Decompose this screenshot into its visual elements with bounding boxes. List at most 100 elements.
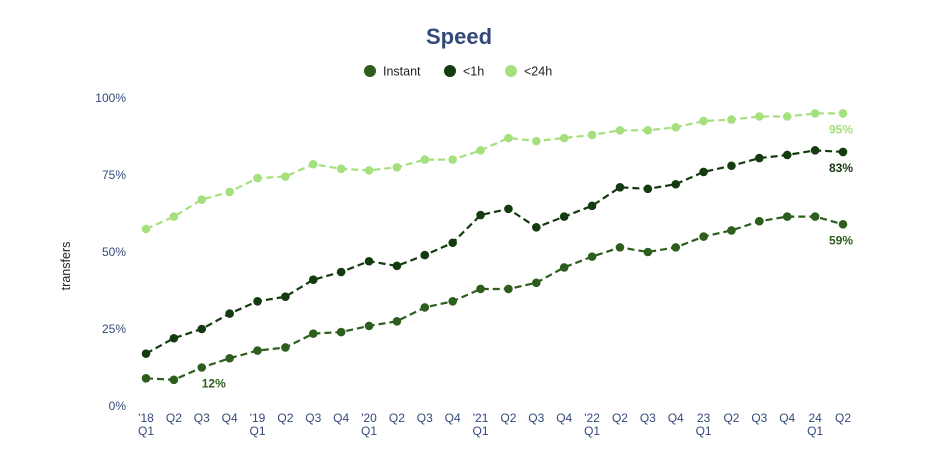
- data-point-instant[interactable]: [587, 252, 597, 261]
- data-point-instant[interactable]: [169, 375, 179, 385]
- data-point-instant[interactable]: [281, 343, 290, 352]
- data-point-lt1h[interactable]: [643, 184, 653, 194]
- data-point-lt1h[interactable]: [727, 161, 736, 171]
- data-point-lt1h[interactable]: [336, 267, 346, 277]
- data-point-instant[interactable]: [308, 329, 318, 338]
- data-point-instant[interactable]: [141, 373, 151, 383]
- data-point-lt24h[interactable]: [253, 173, 262, 183]
- data-point-instant[interactable]: [643, 247, 653, 257]
- data-point-lt1h[interactable]: [225, 309, 234, 318]
- data-point-lt24h[interactable]: [727, 115, 736, 124]
- data-point-instant[interactable]: [336, 327, 346, 337]
- data-label-instant: 59%: [829, 233, 853, 247]
- data-point-instant[interactable]: [532, 278, 541, 288]
- data-point-instant[interactable]: [838, 219, 848, 229]
- data-point-instant[interactable]: [727, 226, 736, 235]
- x-tick-line: '21: [473, 411, 489, 425]
- data-point-lt24h[interactable]: [504, 133, 513, 143]
- series-line-instant: [145, 215, 844, 381]
- data-point-lt24h[interactable]: [559, 133, 569, 143]
- data-point-lt1h[interactable]: [504, 204, 513, 214]
- data-point-lt24h[interactable]: [699, 116, 708, 126]
- x-tick-line: Q1: [138, 424, 154, 438]
- data-point-lt24h[interactable]: [476, 146, 485, 155]
- data-point-lt1h[interactable]: [838, 147, 848, 157]
- data-point-lt1h[interactable]: [448, 238, 457, 248]
- x-tick-line: Q2: [835, 411, 851, 425]
- data-point-lt1h[interactable]: [392, 261, 402, 271]
- data-point-lt24h[interactable]: [448, 155, 457, 164]
- data-point-lt24h[interactable]: [225, 187, 234, 197]
- data-point-lt1h[interactable]: [141, 349, 151, 358]
- x-tick-label: Q2: [500, 411, 516, 425]
- x-tick-line: Q4: [333, 411, 349, 425]
- data-point-lt24h[interactable]: [141, 224, 151, 234]
- data-point-lt1h[interactable]: [587, 201, 597, 211]
- data-point-lt24h[interactable]: [308, 159, 318, 169]
- x-tick-line: Q2: [500, 411, 516, 425]
- data-point-instant[interactable]: [364, 321, 374, 331]
- legend-item-lt24h[interactable]: <24h: [505, 65, 552, 79]
- data-point-instant[interactable]: [755, 216, 764, 226]
- data-point-lt1h[interactable]: [810, 146, 820, 155]
- data-point-lt1h[interactable]: [476, 210, 485, 220]
- data-point-instant[interactable]: [671, 243, 681, 252]
- data-point-instant[interactable]: [559, 263, 569, 272]
- data-point-lt1h[interactable]: [755, 153, 764, 163]
- data-point-instant[interactable]: [476, 284, 485, 294]
- x-tick-label: 24 Q1: [807, 411, 823, 438]
- data-point-lt1h[interactable]: [169, 333, 179, 343]
- data-point-lt1h[interactable]: [671, 179, 681, 189]
- data-point-lt24h[interactable]: [615, 126, 625, 135]
- data-point-instant[interactable]: [197, 363, 207, 372]
- data-point-instant[interactable]: [420, 303, 430, 312]
- data-point-lt1h[interactable]: [615, 183, 625, 192]
- x-tick-label: '19 Q1: [250, 411, 266, 438]
- data-point-lt24h[interactable]: [281, 172, 290, 181]
- data-point-lt24h[interactable]: [392, 163, 402, 172]
- data-point-instant[interactable]: [699, 232, 708, 241]
- data-point-lt1h[interactable]: [532, 223, 541, 232]
- x-tick-line: '19: [250, 411, 266, 425]
- data-point-instant[interactable]: [253, 346, 262, 355]
- legend-item-lt1h[interactable]: <1h: [444, 65, 484, 79]
- data-point-instant[interactable]: [782, 212, 792, 221]
- data-point-instant[interactable]: [615, 243, 625, 252]
- data-point-lt24h[interactable]: [643, 126, 653, 135]
- x-tick-line: Q3: [640, 411, 656, 425]
- data-point-lt24h[interactable]: [671, 122, 681, 132]
- data-point-lt24h[interactable]: [782, 112, 792, 121]
- data-point-lt1h[interactable]: [197, 324, 207, 334]
- data-point-instant[interactable]: [392, 317, 402, 326]
- x-tick-line: Q1: [250, 424, 266, 438]
- x-tick-line: Q1: [361, 424, 377, 438]
- data-point-lt24h[interactable]: [364, 166, 374, 175]
- data-point-lt24h[interactable]: [169, 212, 179, 221]
- x-tick-line: 23: [697, 411, 711, 425]
- data-point-instant[interactable]: [448, 296, 457, 306]
- data-point-lt1h[interactable]: [253, 296, 262, 306]
- data-point-lt1h[interactable]: [364, 256, 374, 266]
- data-point-instant[interactable]: [504, 284, 513, 294]
- data-point-lt1h[interactable]: [699, 167, 708, 177]
- data-point-lt24h[interactable]: [838, 109, 848, 118]
- data-point-lt1h[interactable]: [559, 212, 569, 221]
- data-point-lt1h[interactable]: [420, 250, 430, 260]
- data-point-lt24h[interactable]: [420, 155, 430, 164]
- series-lt1h: [141, 146, 848, 358]
- data-point-lt24h[interactable]: [197, 195, 207, 204]
- legend-item-instant[interactable]: Instant: [364, 65, 421, 79]
- data-point-lt1h[interactable]: [281, 292, 290, 301]
- data-point-lt24h[interactable]: [755, 112, 764, 121]
- data-point-lt24h[interactable]: [810, 109, 820, 118]
- data-point-lt24h[interactable]: [336, 164, 346, 174]
- data-point-instant[interactable]: [810, 212, 820, 221]
- x-tick-label: Q3: [751, 411, 767, 425]
- data-point-lt24h[interactable]: [587, 130, 597, 140]
- data-point-lt1h[interactable]: [782, 150, 792, 160]
- data-point-lt24h[interactable]: [532, 136, 541, 146]
- data-point-lt1h[interactable]: [308, 275, 318, 285]
- data-point-instant[interactable]: [225, 353, 234, 363]
